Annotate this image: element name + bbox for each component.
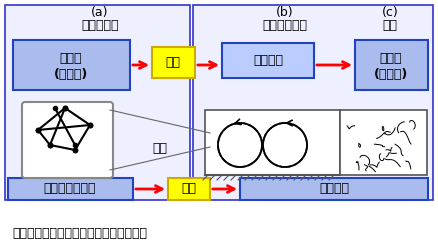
- Text: (マクロ): (マクロ): [373, 68, 407, 82]
- Text: (b): (b): [276, 6, 293, 20]
- Text: 創発: 創発: [165, 56, 180, 68]
- Text: カオス: カオス: [379, 52, 401, 64]
- Text: 乱流: 乱流: [381, 20, 396, 33]
- Text: ニュートン力学: ニュートン力学: [44, 183, 96, 195]
- Text: 図３　大気のベナール対流における創発: 図３ 大気のベナール対流における創発: [12, 226, 147, 240]
- Text: (a): (a): [91, 6, 109, 20]
- Text: 拡大: 拡大: [152, 142, 167, 155]
- Text: 分子の運動: 分子の運動: [81, 20, 119, 33]
- FancyBboxPatch shape: [339, 110, 426, 175]
- Text: 秩序構造: 秩序構造: [252, 54, 283, 66]
- FancyBboxPatch shape: [168, 178, 209, 200]
- FancyBboxPatch shape: [354, 40, 427, 90]
- FancyBboxPatch shape: [205, 110, 339, 175]
- Text: 創発: 創発: [181, 183, 196, 195]
- Text: (c): (c): [381, 6, 397, 20]
- Text: ベナールセル: ベナールセル: [262, 20, 307, 33]
- Text: (ミクロ): (ミクロ): [54, 68, 88, 82]
- FancyBboxPatch shape: [222, 43, 313, 78]
- Text: 流体力学: 流体力学: [318, 183, 348, 195]
- FancyBboxPatch shape: [240, 178, 427, 200]
- FancyBboxPatch shape: [152, 47, 194, 78]
- Text: カオス: カオス: [60, 52, 82, 64]
- FancyBboxPatch shape: [13, 40, 130, 90]
- FancyBboxPatch shape: [22, 102, 113, 178]
- Polygon shape: [193, 5, 432, 200]
- Polygon shape: [5, 5, 190, 200]
- FancyBboxPatch shape: [8, 178, 133, 200]
- FancyBboxPatch shape: [209, 133, 227, 147]
